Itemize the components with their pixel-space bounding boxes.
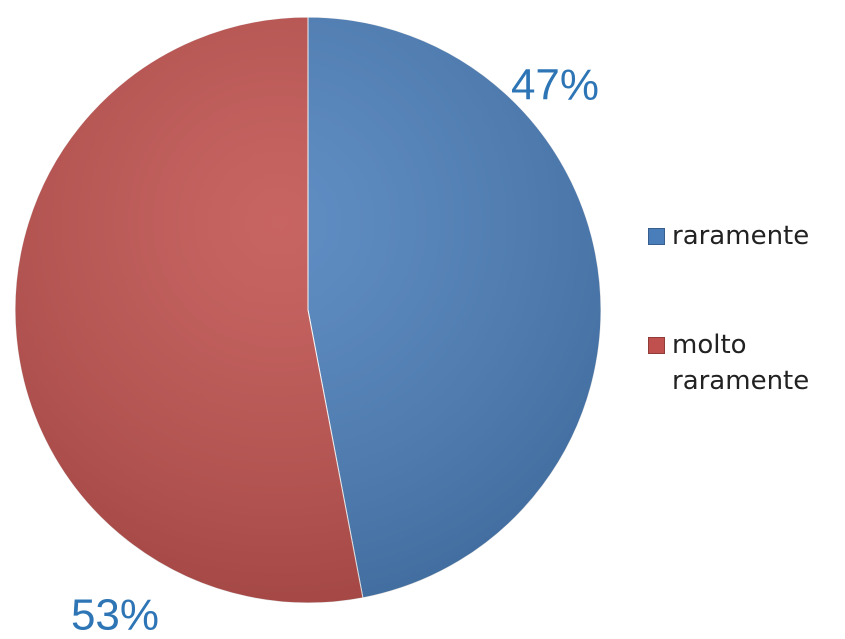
legend-item: raramente <box>648 218 838 254</box>
legend-label: molto raramente <box>672 330 810 396</box>
data-label: 47% <box>511 61 599 110</box>
data-label: 53% <box>71 591 159 639</box>
legend-item: molto raramente <box>648 327 838 399</box>
legend-swatch <box>648 337 665 354</box>
legend-swatch <box>648 228 665 245</box>
legend-label: raramente <box>672 221 810 251</box>
